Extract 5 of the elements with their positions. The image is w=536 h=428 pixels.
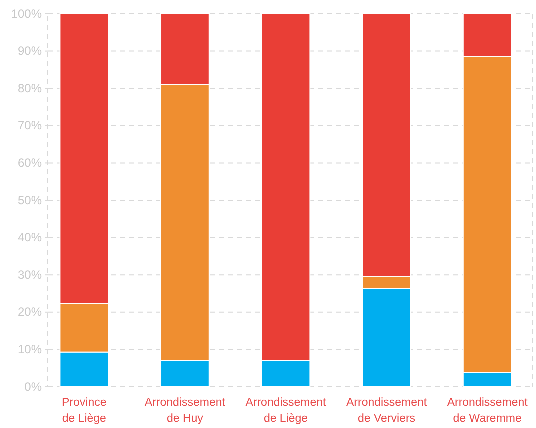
x-tick-label: Province de Liège [62, 397, 107, 425]
x-tick-label: Arrondissement de Liège [246, 397, 328, 425]
x-tick-label: Arrondissement de Huy [144, 397, 226, 425]
x-tick-label: Arrondissement de Verviers [346, 397, 428, 425]
x-tick-label: Arrondissement de Waremme [447, 397, 529, 425]
